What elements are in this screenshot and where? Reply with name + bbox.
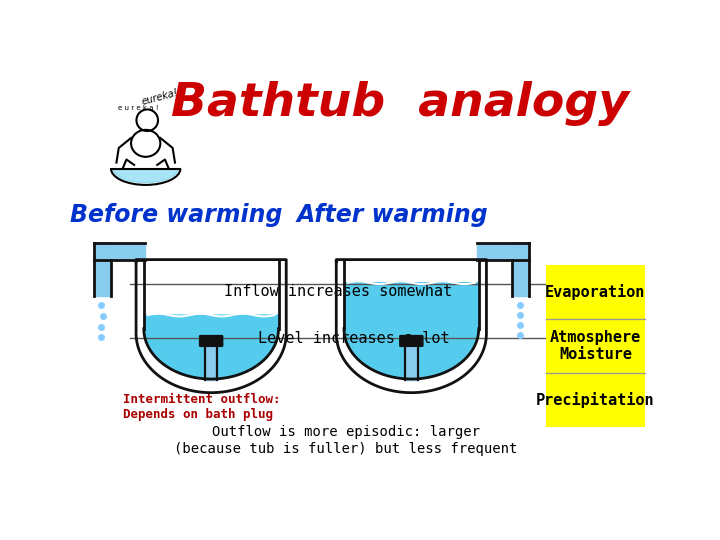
Text: Level increases a lot: Level increases a lot bbox=[258, 330, 449, 346]
FancyBboxPatch shape bbox=[400, 335, 423, 346]
Polygon shape bbox=[144, 315, 279, 379]
Text: Outflow is more episodic: larger
(because tub is fuller) but less frequent: Outflow is more episodic: larger (becaus… bbox=[174, 426, 518, 456]
Polygon shape bbox=[112, 168, 179, 183]
Polygon shape bbox=[344, 283, 479, 379]
FancyBboxPatch shape bbox=[199, 335, 222, 346]
Text: Bathtub  analogy: Bathtub analogy bbox=[171, 81, 629, 126]
Text: Inflow increases somewhat: Inflow increases somewhat bbox=[224, 285, 452, 300]
Text: Before warming: Before warming bbox=[71, 203, 283, 227]
Bar bbox=[205, 346, 217, 380]
Bar bbox=[94, 242, 145, 260]
Bar bbox=[94, 242, 111, 296]
Text: eureka!: eureka! bbox=[140, 88, 179, 107]
Bar bbox=[546, 265, 644, 427]
Bar bbox=[512, 242, 528, 296]
Text: Precipitation: Precipitation bbox=[536, 392, 654, 408]
Text: Intermittent outflow:
Depends on bath plug: Intermittent outflow: Depends on bath pl… bbox=[122, 394, 280, 421]
Bar bbox=[405, 346, 418, 380]
Text: Atmosphere
Moisture: Atmosphere Moisture bbox=[550, 329, 641, 362]
Text: After warming: After warming bbox=[297, 203, 488, 227]
Polygon shape bbox=[336, 260, 487, 393]
Polygon shape bbox=[136, 260, 287, 393]
Bar bbox=[477, 242, 528, 260]
Text: Evaporation: Evaporation bbox=[545, 284, 646, 300]
Text: e u r e k a !: e u r e k a ! bbox=[117, 105, 158, 111]
